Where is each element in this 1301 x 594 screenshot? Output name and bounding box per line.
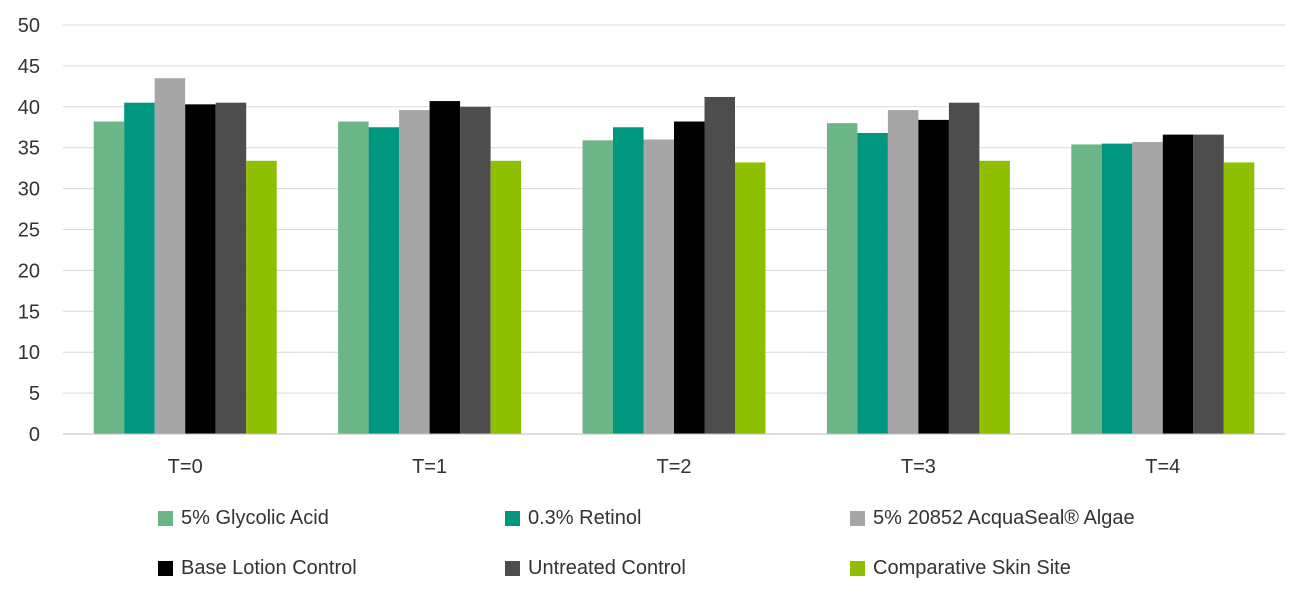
bar-0-3-retinol-4 [1101, 143, 1133, 435]
bar-untreated-control-2 [704, 96, 735, 434]
y-tick-label: 45 [18, 56, 40, 78]
bar-comparative-skin-site-4 [1223, 162, 1255, 434]
x-category-label: T=0 [168, 456, 203, 478]
bar-5-glycolic-acid-0 [93, 121, 125, 435]
y-tick-label: 50 [18, 15, 40, 37]
bar-5-20852-acquaseal-algae-1 [399, 110, 430, 435]
bar-comparative-skin-site-0 [246, 160, 277, 434]
bar-0-3-retinol-2 [613, 127, 644, 434]
axes: 0 5 10 15 20 25 30 35 40 45 50 T=0 T=1 T=2 T=3 T=4 [18, 15, 1285, 478]
bar-comparative-skin-site-3 [979, 160, 1010, 434]
bars [93, 78, 1255, 435]
bar-0-3-retinol-3 [857, 132, 888, 434]
bar-0-3-retinol-1 [368, 127, 400, 434]
bar-base-lotion-control-3 [918, 119, 949, 434]
bar-5-glycolic-acid-4 [1071, 144, 1102, 435]
bar-0-3-retinol-0 [124, 102, 155, 435]
x-category-label: T=4 [1145, 456, 1180, 478]
y-tick-label: 40 [18, 97, 40, 119]
bar-5-20852-acquaseal-algae-2 [643, 139, 674, 434]
y-tick-label: 0 [29, 424, 40, 446]
y-tick-label: 35 [18, 138, 40, 160]
bar-comparative-skin-site-1 [490, 160, 522, 434]
x-category-label: T=1 [412, 456, 447, 478]
bar-5-glycolic-acid-1 [338, 121, 369, 435]
bar-untreated-control-0 [215, 102, 247, 435]
bar-5-20852-acquaseal-algae-3 [887, 110, 919, 435]
bar-base-lotion-control-0 [185, 104, 216, 434]
x-category-label: T=3 [901, 456, 936, 478]
bar-base-lotion-control-4 [1162, 134, 1194, 434]
y-tick-label: 20 [18, 260, 40, 282]
y-tick-label: 15 [18, 301, 40, 323]
bar-untreated-control-4 [1193, 134, 1224, 434]
bar-base-lotion-control-2 [674, 121, 705, 435]
bar-5-glycolic-acid-2 [582, 140, 613, 434]
x-category-label: T=2 [656, 456, 691, 478]
y-tick-label: 25 [18, 220, 40, 242]
bar-5-20852-acquaseal-algae-0 [154, 78, 186, 435]
y-tick-label: 10 [18, 342, 40, 364]
bar-comparative-skin-site-2 [735, 162, 766, 434]
bar-5-glycolic-acid-3 [826, 123, 858, 434]
bar-5-20852-acquaseal-algae-4 [1132, 141, 1163, 434]
bar-untreated-control-3 [948, 102, 980, 435]
bar-untreated-control-1 [460, 106, 491, 435]
bar-base-lotion-control-1 [429, 101, 461, 434]
y-tick-label: 30 [18, 179, 40, 201]
y-tick-label: 5 [29, 383, 40, 405]
